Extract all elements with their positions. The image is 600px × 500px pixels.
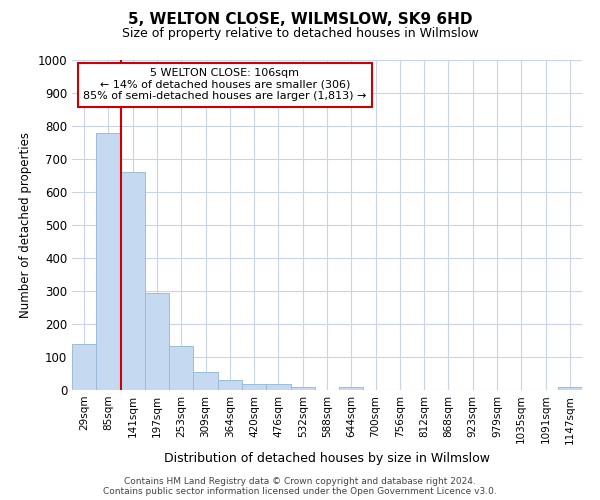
Bar [266, 384, 290, 390]
Bar [218, 380, 242, 390]
Bar [145, 292, 169, 390]
X-axis label: Distribution of detached houses by size in Wilmslow: Distribution of detached houses by size … [164, 452, 490, 465]
Bar [96, 132, 121, 390]
Text: Size of property relative to detached houses in Wilmslow: Size of property relative to detached ho… [122, 28, 478, 40]
Bar [558, 386, 582, 390]
Text: Contains HM Land Registry data © Crown copyright and database right 2024.: Contains HM Land Registry data © Crown c… [124, 478, 476, 486]
Text: Contains public sector information licensed under the Open Government Licence v3: Contains public sector information licen… [103, 488, 497, 496]
Bar [193, 372, 218, 390]
Bar [121, 172, 145, 390]
Bar [290, 388, 315, 390]
Bar [169, 346, 193, 390]
Bar [339, 388, 364, 390]
Text: 5 WELTON CLOSE: 106sqm
← 14% of detached houses are smaller (306)
85% of semi-de: 5 WELTON CLOSE: 106sqm ← 14% of detached… [83, 68, 367, 102]
Bar [242, 384, 266, 390]
Y-axis label: Number of detached properties: Number of detached properties [19, 132, 32, 318]
Bar [72, 344, 96, 390]
Text: 5, WELTON CLOSE, WILMSLOW, SK9 6HD: 5, WELTON CLOSE, WILMSLOW, SK9 6HD [128, 12, 472, 28]
